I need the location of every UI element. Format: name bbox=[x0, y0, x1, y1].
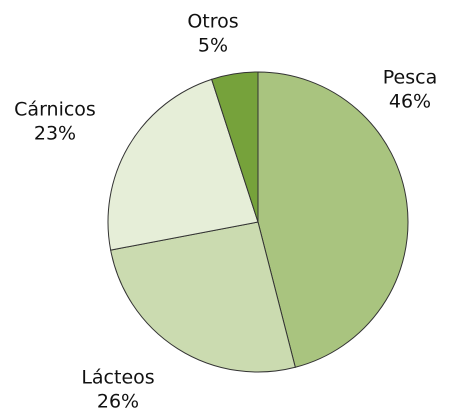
slice-label: Pesca bbox=[383, 67, 437, 89]
slice-label: Cárnicos bbox=[14, 99, 96, 121]
value-label: 26% bbox=[97, 391, 139, 409]
value-label: 23% bbox=[34, 123, 76, 145]
pie-slice bbox=[110, 221, 296, 373]
value-label: 5% bbox=[198, 35, 228, 57]
slice-label: Otros bbox=[187, 11, 238, 33]
pie-slice bbox=[257, 71, 409, 368]
value-label: 46% bbox=[389, 91, 431, 113]
slice-label: Lácteos bbox=[81, 367, 154, 389]
pie-slice bbox=[107, 78, 259, 251]
pie-slice bbox=[211, 71, 259, 223]
